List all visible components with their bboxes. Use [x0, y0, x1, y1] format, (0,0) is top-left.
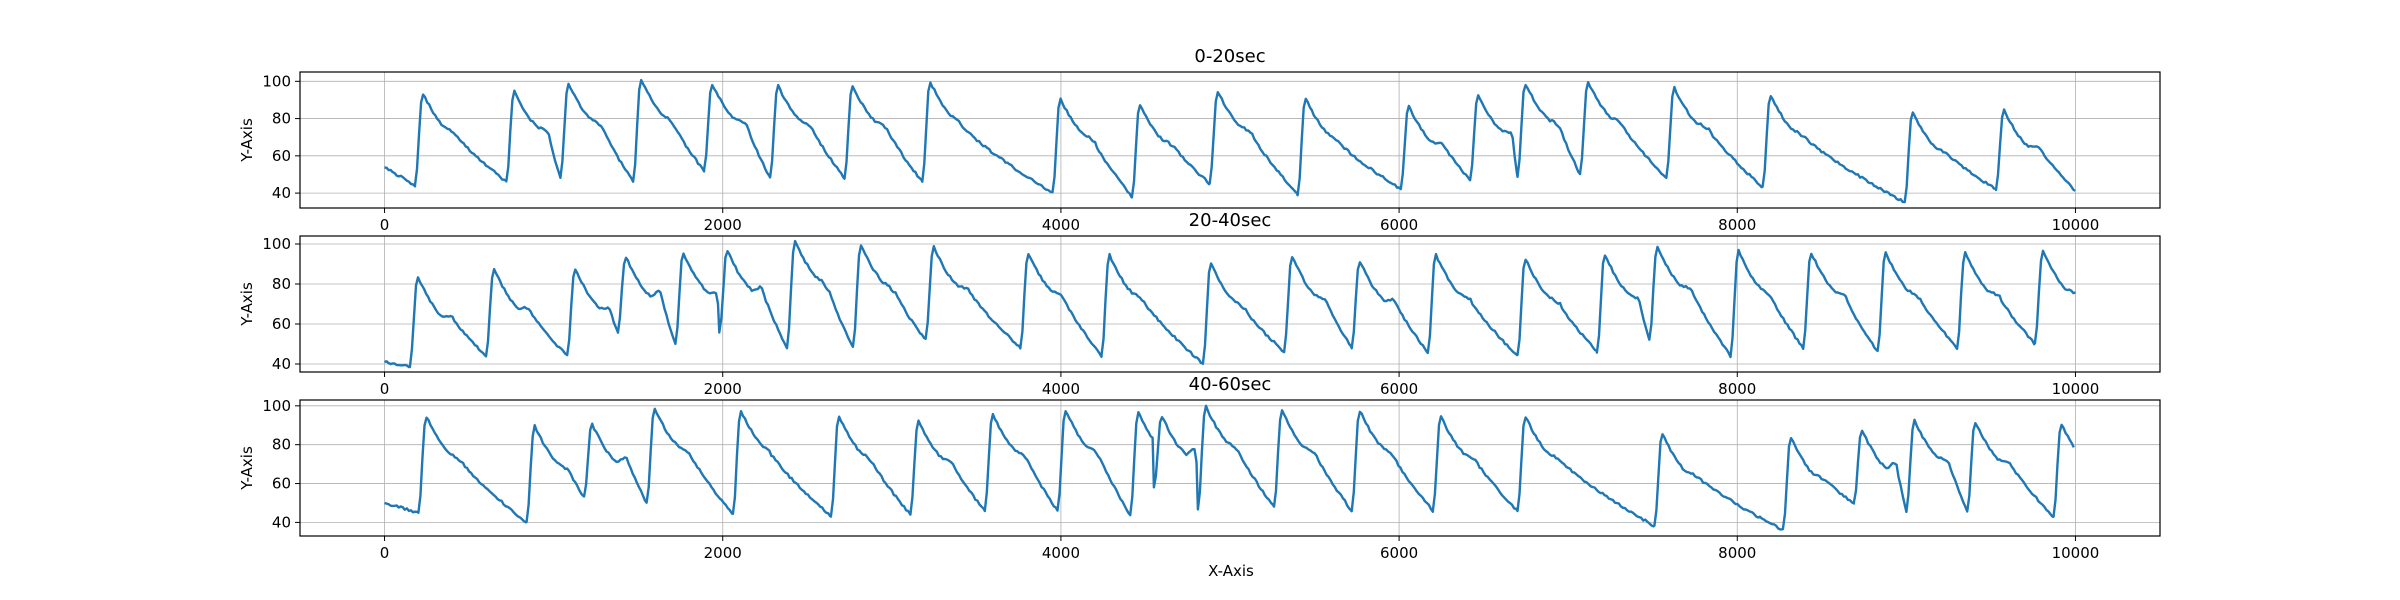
x-tick-label: 4000 [1042, 216, 1080, 234]
ticks: 0 2000 4000 6000 8000 10000 40 60 80 100 [262, 235, 2099, 398]
subplot-panel: 20-40sec Y-Axis 0 2000 4000 6000 8000 10000 40… [238, 210, 2161, 398]
series-path [384, 78, 2076, 204]
x-tick-label: 10000 [2052, 380, 2100, 398]
x-tick-label: 2000 [704, 216, 742, 234]
x-tick-label: 8000 [1718, 544, 1756, 562]
x-tick-label: 10000 [2052, 216, 2100, 234]
x-tick-label: 6000 [1380, 544, 1418, 562]
subplot-panel: 40-60sec Y-Axis 0 2000 4000 6000 8000 10000 40… [238, 374, 2161, 580]
ticks: 0 2000 4000 6000 8000 10000 40 60 80 100 [262, 72, 2099, 234]
series-line [384, 404, 2075, 531]
y-tick-label: 80 [272, 110, 291, 128]
y-tick-label: 100 [262, 235, 291, 253]
subplot-panel: 0-20sec Y-Axis 0 2000 4000 6000 8000 10000 40 6… [238, 46, 2161, 234]
panel-title: 0-20sec [1194, 46, 1265, 67]
y-axis-label: Y-Axis [238, 118, 256, 163]
x-tick-label: 8000 [1718, 380, 1756, 398]
series-line [384, 239, 2076, 369]
y-tick-label: 40 [272, 355, 291, 373]
y-tick-label: 80 [272, 275, 291, 293]
x-tick-label: 0 [380, 216, 390, 234]
plot-frame [299, 235, 2161, 373]
y-tick-label: 60 [272, 147, 291, 165]
y-tick-label: 100 [262, 72, 291, 90]
y-tick-label: 60 [272, 475, 291, 493]
x-tick-label: 2000 [704, 380, 742, 398]
series-path [384, 404, 2075, 531]
x-tick-label: 2000 [704, 544, 742, 562]
grid [300, 72, 2160, 208]
x-tick-label: 4000 [1042, 380, 1080, 398]
x-tick-label: 4000 [1042, 544, 1080, 562]
y-tick-label: 60 [272, 315, 291, 333]
y-tick-label: 100 [262, 397, 291, 415]
y-axis-label: Y-Axis [238, 282, 256, 327]
panel-title: 20-40sec [1189, 210, 1272, 231]
y-axis-label: Y-Axis [238, 446, 256, 491]
x-tick-label: 0 [380, 544, 390, 562]
y-tick-label: 80 [272, 436, 291, 454]
y-tick-label: 40 [272, 184, 291, 202]
x-tick-label: 6000 [1380, 216, 1418, 234]
grid [300, 236, 2160, 372]
x-axis-label: X-Axis [1208, 562, 1254, 580]
plot-frame [299, 399, 2161, 537]
x-tick-label: 8000 [1718, 216, 1756, 234]
series-path [384, 239, 2076, 369]
x-tick-label: 0 [380, 380, 390, 398]
ticks: 0 2000 4000 6000 8000 10000 40 60 80 100 [262, 397, 2099, 562]
panel-title: 40-60sec [1189, 374, 1272, 395]
x-tick-label: 6000 [1380, 380, 1418, 398]
series-line [384, 78, 2076, 204]
plot-frame [299, 71, 2161, 209]
grid [300, 400, 2160, 536]
x-tick-label: 10000 [2052, 544, 2100, 562]
y-tick-label: 40 [272, 513, 291, 531]
